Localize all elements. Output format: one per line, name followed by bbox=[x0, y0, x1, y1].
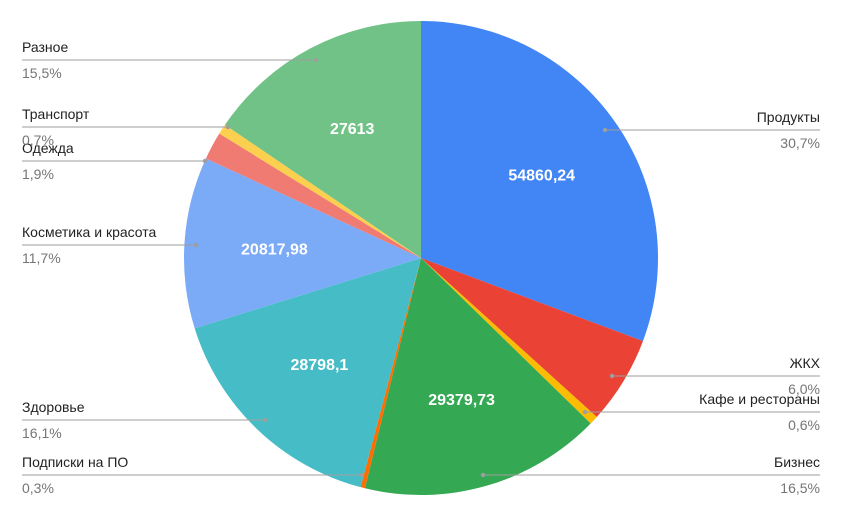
slice-транспорт[interactable] bbox=[219, 124, 421, 258]
callout-name: ЖКХ bbox=[790, 355, 821, 371]
leader-dot bbox=[609, 373, 615, 379]
slice-подписки-на-по[interactable] bbox=[360, 258, 421, 489]
leader-dot bbox=[193, 242, 199, 248]
callout-percent: 30,7% bbox=[780, 135, 820, 151]
callout-percent: 1,9% bbox=[22, 166, 54, 182]
slice-value-label: 29379,73 bbox=[428, 392, 495, 409]
slice-жкх[interactable] bbox=[421, 258, 643, 417]
slice-разное[interactable] bbox=[224, 21, 421, 258]
callout-name: Продукты bbox=[757, 109, 820, 125]
callout-labels: Продукты 30,7% ЖКХ 6,0%Кафе и рестораны 0,6%… bbox=[22, 39, 821, 496]
leader-dot bbox=[225, 124, 231, 130]
leader-dot bbox=[359, 472, 365, 478]
callout-percent: 16,5% bbox=[780, 480, 820, 496]
slice-value-label: 27613 bbox=[330, 121, 375, 138]
callout-percent: 0,6% bbox=[788, 417, 820, 433]
leader-dot bbox=[202, 158, 208, 164]
callout-name: Кафе и рестораны bbox=[699, 391, 820, 407]
slice-здоровье[interactable] bbox=[194, 258, 421, 488]
leader-lines bbox=[22, 57, 820, 478]
callout-name: Одежда bbox=[22, 140, 74, 156]
callout-percent: 15,5% bbox=[22, 65, 62, 81]
slice-value-label: 20817,98 bbox=[241, 241, 308, 258]
callout-percent: 6,0% bbox=[788, 381, 820, 397]
callout-name: Здоровье bbox=[22, 399, 85, 415]
callout-percent: 0,3% bbox=[22, 480, 54, 496]
callout-name: Косметика и красота bbox=[22, 224, 157, 240]
leader-dot bbox=[313, 57, 319, 63]
callout-percent: 0,7% bbox=[22, 132, 54, 148]
slice-кафе-и-рестораны[interactable] bbox=[421, 258, 597, 424]
slice-value-label: 54860,24 bbox=[508, 167, 575, 184]
slice-косметика-и-красота[interactable] bbox=[184, 158, 421, 329]
leader-dot bbox=[602, 127, 608, 133]
slice-value-labels: 54860,24 29379,73 28798,1 20817,98 27613 bbox=[241, 121, 575, 409]
callout-name: Разное bbox=[22, 39, 68, 55]
callout-name: Транспорт bbox=[22, 106, 90, 122]
slice-одежда[interactable] bbox=[205, 133, 421, 258]
callout-name: Подписки на ПО bbox=[22, 454, 128, 470]
slice-бизнес[interactable] bbox=[364, 258, 591, 496]
leader-dot bbox=[582, 409, 588, 415]
leader-dot bbox=[480, 472, 486, 478]
leader-dot bbox=[262, 417, 268, 423]
slice-value-label: 28798,1 bbox=[290, 357, 348, 374]
pie-slices bbox=[184, 21, 658, 496]
callout-name: Бизнес bbox=[774, 454, 820, 470]
callout-percent: 16,1% bbox=[22, 425, 62, 441]
callout-percent: 11,7% bbox=[22, 250, 61, 266]
slice-продукты[interactable] bbox=[421, 21, 658, 342]
